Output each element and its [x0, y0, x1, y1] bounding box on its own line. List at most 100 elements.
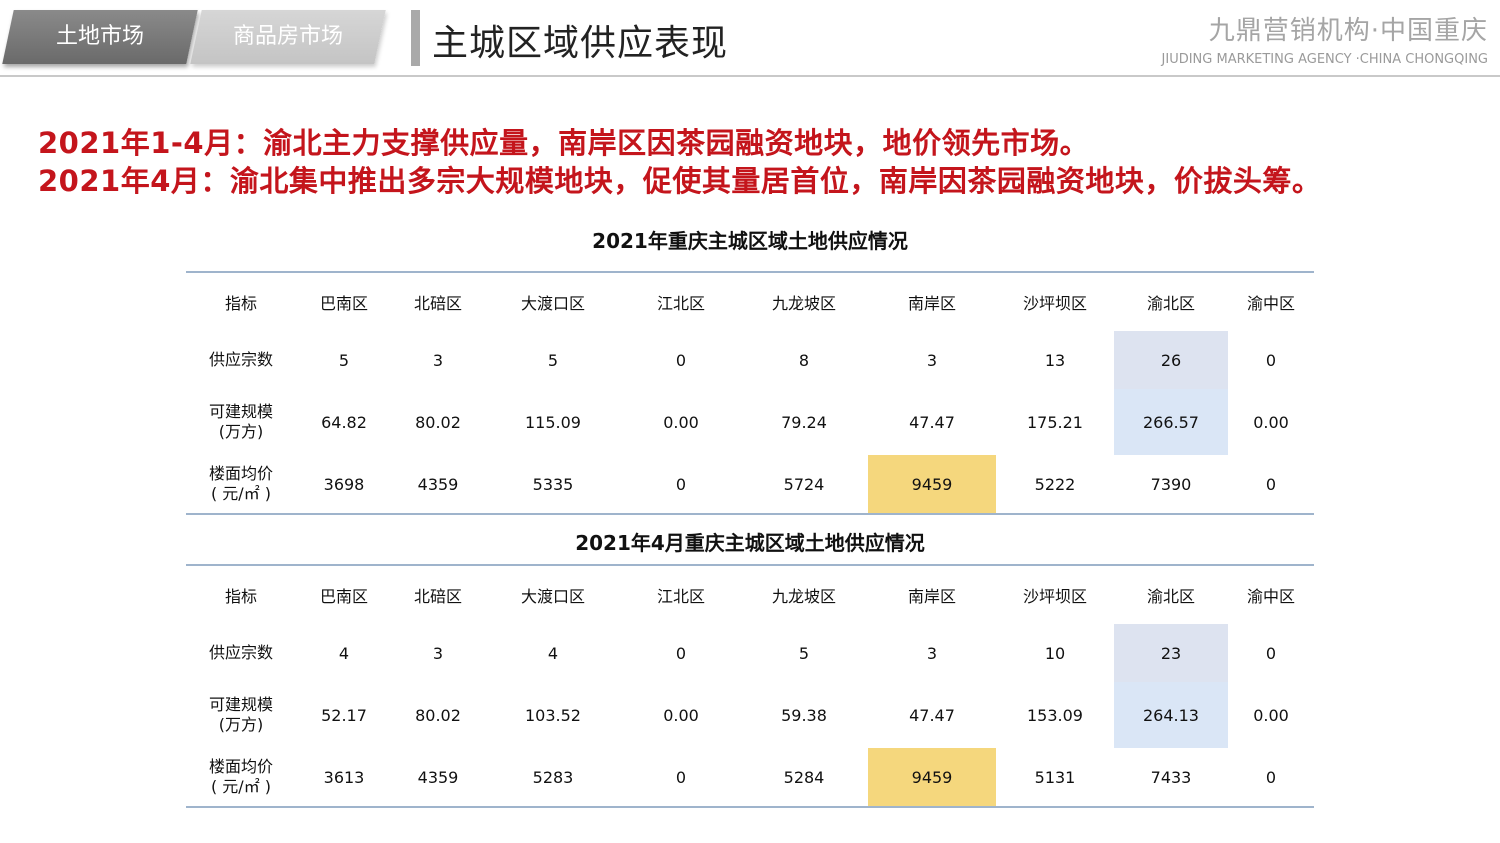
table-cell: 80.02: [415, 412, 461, 432]
table-cell: 0: [675, 350, 687, 370]
table-cell: 5284: [783, 767, 825, 787]
tab-land-market-label: 土地市场: [55, 24, 144, 49]
table-cell: 8: [798, 350, 810, 370]
table-2: 指标 巴南区 北碚区 大渡口区 江北区 九龙坡区 南岸区 沙坪坝区 渝北区 渝中…: [186, 564, 1314, 808]
table-cell: 0: [675, 643, 687, 663]
table-cell: 5283: [532, 767, 574, 787]
tab-housing-market-label: 商品房市场: [232, 24, 343, 49]
brand-name-cn: 九鼎营销机构·中国重庆: [1208, 16, 1488, 46]
table-cell: 4: [547, 643, 559, 663]
column-header: 沙坪坝区: [1022, 294, 1087, 313]
column-header: 江北区: [656, 587, 705, 606]
column-header: 渝中区: [1246, 587, 1295, 606]
table-cell: 0: [1265, 474, 1277, 494]
column-header: 南岸区: [907, 294, 956, 313]
table-cell-highlight: 26: [1114, 331, 1228, 389]
column-header: 江北区: [656, 294, 705, 313]
table-cell: 4359: [417, 767, 459, 787]
table-cell: 153.09: [1027, 705, 1083, 725]
table-cell: 0: [1265, 350, 1277, 370]
table-row: 可建规模 (万方) 52.17 80.02 103.52 0.00 59.38 …: [186, 682, 1314, 748]
table-cell: 0: [1265, 643, 1277, 663]
row-label-text: 楼面均价 ( 元/㎡ ): [208, 464, 273, 503]
table-cell: 80.02: [415, 705, 461, 725]
column-header: 指标: [224, 294, 257, 313]
table-cell: 10: [1044, 643, 1066, 663]
table-row: 可建规模 (万方) 64.82 80.02 115.09 0.00 79.24 …: [186, 389, 1314, 455]
table-cell: 3: [432, 643, 444, 663]
table-cell: 0.00: [1253, 705, 1289, 725]
table-2-header-row: 指标 巴南区 北碚区 大渡口区 江北区 九龙坡区 南岸区 沙坪坝区 渝北区 渝中…: [186, 565, 1314, 624]
column-header: 九龙坡区: [771, 587, 836, 606]
table-cell: 59.38: [781, 705, 827, 725]
table-cell: 0: [675, 767, 687, 787]
headline-line-1: 2021年1-4月：渝北主力支撑供应量，南岸区因茶园融资地块，地价领先市场。: [38, 126, 1090, 160]
table-row: 供应宗数 4 3 4 0 5 3 10 23 0: [186, 624, 1314, 682]
row-label: 供应宗数: [208, 350, 273, 369]
table-cell: 0.00: [663, 412, 699, 432]
column-header: 指标: [224, 587, 257, 606]
row-label: 楼面均价 ( 元/㎡ ): [186, 748, 296, 807]
table-cell: 3: [926, 350, 938, 370]
table-cell: 0: [1265, 767, 1277, 787]
table-cell-highlight: 9459: [868, 748, 996, 807]
title-accent-bar: [411, 10, 420, 66]
tab-land-market[interactable]: 土地市场: [2, 10, 198, 64]
column-header: 大渡口区: [520, 587, 585, 606]
table-cell: 4359: [417, 474, 459, 494]
table-1-wrapper: 指标 巴南区 北碚区 大渡口区 江北区 九龙坡区 南岸区 沙坪坝区 渝北区 渝中…: [186, 271, 1314, 515]
table-cell: 4: [338, 643, 350, 663]
table-cell: 79.24: [781, 412, 827, 432]
table-cell: 7433: [1150, 767, 1192, 787]
row-label: 可建规模 (万方): [186, 389, 296, 455]
table-cell: 5131: [1034, 767, 1076, 787]
table-1-title: 2021年重庆主城区域土地供应情况: [592, 229, 908, 253]
table-2-title: 2021年4月重庆主城区域土地供应情况: [575, 531, 925, 555]
row-label-text: 可建规模 (万方): [208, 695, 273, 734]
table-cell: 0.00: [663, 705, 699, 725]
table-cell-highlight: 9459: [868, 455, 996, 514]
table-cell: 5: [547, 350, 559, 370]
table-cell: 3: [432, 350, 444, 370]
table-row: 楼面均价 ( 元/㎡ ) 3613 4359 5283 0 5284 9459 …: [186, 748, 1314, 807]
table-cell-highlight: 23: [1114, 624, 1228, 682]
column-header: 沙坪坝区: [1022, 587, 1087, 606]
table-cell-highlight: 264.13: [1114, 682, 1228, 748]
table-cell: 175.21: [1027, 412, 1083, 432]
table-1: 指标 巴南区 北碚区 大渡口区 江北区 九龙坡区 南岸区 沙坪坝区 渝北区 渝中…: [186, 271, 1314, 515]
header: 土地市场 商品房市场 主城区域供应表现 九鼎营销机构·中国重庆 JIUDING …: [0, 0, 1500, 78]
brand-name-en: JIUDING MARKETING AGENCY ·CHINA CHONGQIN…: [1161, 52, 1488, 67]
column-header: 北碚区: [413, 587, 462, 606]
row-label: 可建规模 (万方): [186, 682, 296, 748]
table-cell: 5222: [1034, 474, 1076, 494]
table-cell: 13: [1044, 350, 1066, 370]
table-cell: 52.17: [321, 705, 367, 725]
row-label: 楼面均价 ( 元/㎡ ): [186, 455, 296, 514]
tab-housing-market[interactable]: 商品房市场: [190, 10, 386, 64]
row-label-text: 楼面均价 ( 元/㎡ ): [208, 757, 273, 796]
table-cell: 64.82: [321, 412, 367, 432]
table-cell: 47.47: [909, 705, 955, 725]
table-cell: 3: [926, 643, 938, 663]
table-cell: 0: [675, 474, 687, 494]
column-header: 大渡口区: [520, 294, 585, 313]
column-header: 南岸区: [907, 587, 956, 606]
table-cell: 5724: [783, 474, 825, 494]
column-header: 巴南区: [319, 294, 368, 313]
column-header: 渝北区: [1146, 587, 1195, 606]
table-cell: 5335: [532, 474, 574, 494]
table-cell: 103.52: [525, 705, 581, 725]
column-header: 北碚区: [413, 294, 462, 313]
table-cell: 47.47: [909, 412, 955, 432]
table-cell: 0.00: [1253, 412, 1289, 432]
table-cell: 3613: [323, 767, 365, 787]
table-cell: 5: [798, 643, 810, 663]
table-row: 供应宗数 5 3 5 0 8 3 13 26 0: [186, 331, 1314, 389]
row-label: 供应宗数: [208, 643, 273, 662]
table-1-header-row: 指标 巴南区 北碚区 大渡口区 江北区 九龙坡区 南岸区 沙坪坝区 渝北区 渝中…: [186, 272, 1314, 331]
column-header: 渝中区: [1246, 294, 1295, 313]
header-divider: [0, 75, 1500, 77]
column-header: 渝北区: [1146, 294, 1195, 313]
table-cell-highlight: 266.57: [1114, 389, 1228, 455]
table-cell: 3698: [323, 474, 365, 494]
